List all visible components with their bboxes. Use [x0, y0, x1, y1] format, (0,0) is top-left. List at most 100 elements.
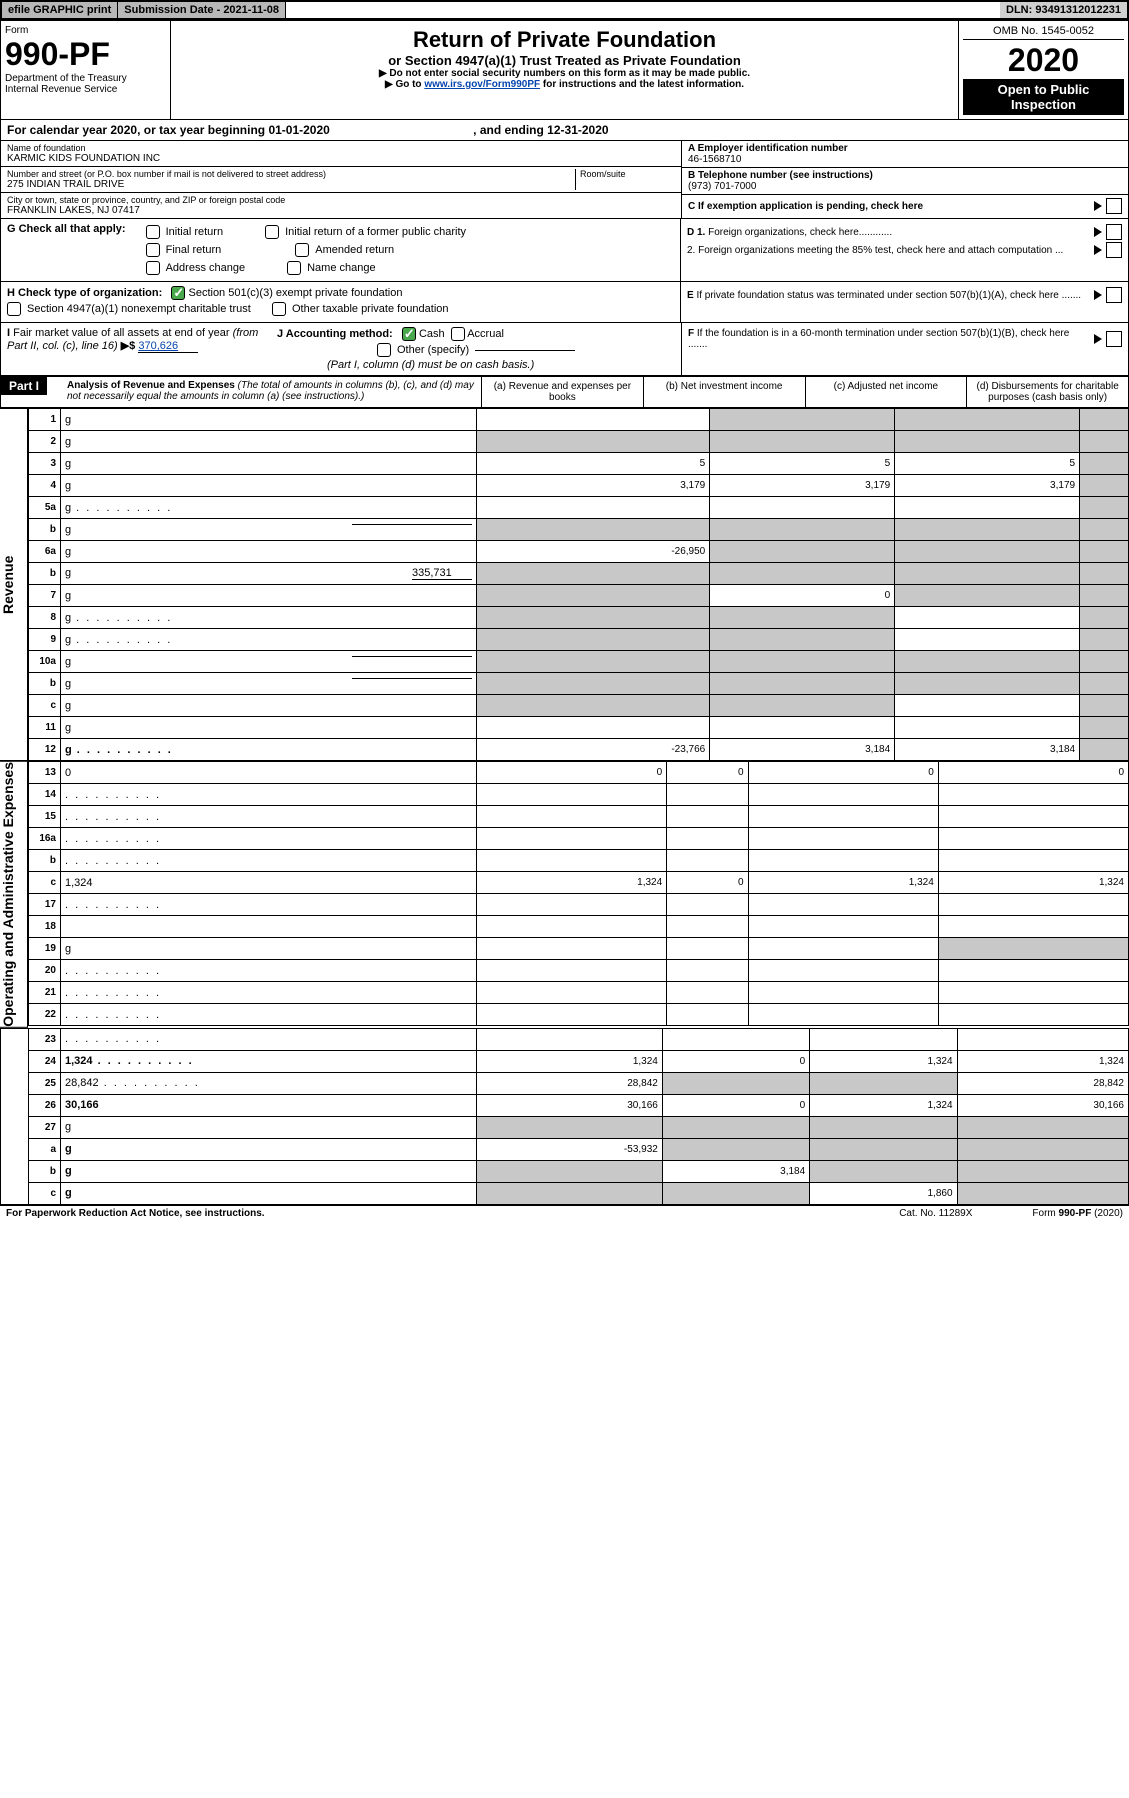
- fmv-value[interactable]: 370,626: [138, 340, 198, 353]
- line-desc: g: [61, 717, 477, 739]
- cell-value: 1,324: [477, 872, 667, 894]
- cell-gray: [477, 673, 710, 695]
- e-checkbox[interactable]: [1106, 287, 1122, 303]
- cell-gray: [1080, 519, 1129, 541]
- line-desc: g: [61, 541, 477, 563]
- table-row: 8g: [29, 607, 1129, 629]
- table-row: 2g: [29, 431, 1129, 453]
- 501c3-checkbox[interactable]: [171, 286, 185, 300]
- cell-value: [748, 806, 938, 828]
- line-number: b: [29, 1160, 61, 1182]
- cell-gray: [477, 629, 710, 651]
- col-c-header: (c) Adjusted net income: [805, 377, 967, 407]
- city-state-zip: FRANKLIN LAKES, NJ 07417: [7, 205, 675, 216]
- f-checkbox[interactable]: [1106, 331, 1122, 347]
- final-return-checkbox[interactable]: [146, 243, 160, 257]
- line-number: 27: [29, 1116, 61, 1138]
- initial-return-checkbox[interactable]: [146, 225, 160, 239]
- other-tax-checkbox[interactable]: [272, 302, 286, 316]
- other-method-label: Other (specify): [397, 344, 469, 356]
- amended-checkbox[interactable]: [295, 243, 309, 257]
- name-change-checkbox[interactable]: [287, 261, 301, 275]
- cell-value: [938, 828, 1128, 850]
- form-subtitle: or Section 4947(a)(1) Trust Treated as P…: [177, 53, 952, 68]
- phone-label: B Telephone number (see instructions): [688, 170, 1122, 181]
- cell-value: [477, 960, 667, 982]
- table-row: 23: [29, 1028, 1129, 1050]
- cell-value: 0: [667, 762, 748, 784]
- cell-value: 28,842: [957, 1072, 1128, 1094]
- form-link[interactable]: www.irs.gov/Form990PF: [424, 79, 540, 90]
- line-number: 2: [29, 431, 61, 453]
- cell-value: 0: [710, 585, 895, 607]
- table-row: 241,3241,32401,3241,324: [29, 1050, 1129, 1072]
- line-desc: [61, 784, 477, 806]
- table-row: 18: [29, 916, 1129, 938]
- cell-value: 5: [895, 453, 1080, 475]
- line-desc: g: [61, 475, 477, 497]
- cell-value: 5: [477, 453, 710, 475]
- cell-gray: [938, 938, 1128, 960]
- cell-value: [477, 784, 667, 806]
- expenses-label: Operating and Administrative Expenses: [0, 761, 28, 1028]
- cell-value: [938, 960, 1128, 982]
- line-number: 22: [29, 1004, 61, 1026]
- cell-gray: [1080, 431, 1129, 453]
- cell-value: [938, 1004, 1128, 1026]
- d1-checkbox[interactable]: [1106, 224, 1122, 240]
- table-row: 21: [29, 982, 1129, 1004]
- cell-gray: [895, 541, 1080, 563]
- line-number: 4: [29, 475, 61, 497]
- table-row: 22: [29, 1004, 1129, 1026]
- addr-label: Number and street (or P.O. box number if…: [7, 169, 575, 179]
- table-row: bg: [29, 673, 1129, 695]
- table-row: 9g: [29, 629, 1129, 651]
- part1-title: Analysis of Revenue and Expenses: [67, 380, 238, 391]
- cell-value: [667, 850, 748, 872]
- goto-post: for instructions and the latest informat…: [540, 79, 744, 90]
- f-label: F If the foundation is in a 60-month ter…: [688, 328, 1090, 350]
- line-desc: [61, 850, 477, 872]
- table-row: 5ag: [29, 497, 1129, 519]
- line-desc: [61, 806, 477, 828]
- cell-value: [477, 982, 667, 1004]
- cell-gray: [1080, 563, 1129, 585]
- cell-value: 1,324: [938, 872, 1128, 894]
- line-number: 23: [29, 1028, 61, 1050]
- cell-gray: [895, 651, 1080, 673]
- table-row: 17: [29, 894, 1129, 916]
- address-change-checkbox[interactable]: [146, 261, 160, 275]
- cell-value: [938, 850, 1128, 872]
- cell-gray: [710, 695, 895, 717]
- j-note: (Part I, column (d) must be on cash basi…: [327, 359, 675, 371]
- efile-button[interactable]: efile GRAPHIC print: [2, 2, 118, 18]
- calendar-dates: For calendar year 2020, or tax year begi…: [0, 120, 1129, 141]
- other-method-checkbox[interactable]: [377, 343, 391, 357]
- accrual-checkbox[interactable]: [451, 327, 465, 341]
- cell-value: 0: [667, 872, 748, 894]
- d2-checkbox[interactable]: [1106, 242, 1122, 258]
- 4947-checkbox[interactable]: [7, 302, 21, 316]
- cell-value: [477, 1004, 667, 1026]
- cell-gray: [895, 519, 1080, 541]
- cell-gray: [810, 1072, 957, 1094]
- line-number: 17: [29, 894, 61, 916]
- cell-value: [895, 695, 1080, 717]
- form-label: Form: [5, 25, 166, 36]
- line-desc: g: [61, 695, 477, 717]
- cell-value: [477, 409, 710, 431]
- exemption-checkbox[interactable]: [1106, 198, 1122, 214]
- cell-value: 1,324: [748, 872, 938, 894]
- line-desc: [61, 916, 477, 938]
- cell-value: [895, 607, 1080, 629]
- street-address: 275 INDIAN TRAIL DRIVE: [7, 179, 575, 190]
- initial-former-checkbox[interactable]: [265, 225, 279, 239]
- cash-checkbox[interactable]: [402, 327, 416, 341]
- form-number: 990-PF: [5, 36, 166, 73]
- address-change-label: Address change: [166, 262, 246, 274]
- other-specify-field[interactable]: [475, 350, 575, 351]
- cell-value: [938, 784, 1128, 806]
- cell-value: [748, 938, 938, 960]
- cell-gray: [710, 607, 895, 629]
- line-desc: g: [61, 453, 477, 475]
